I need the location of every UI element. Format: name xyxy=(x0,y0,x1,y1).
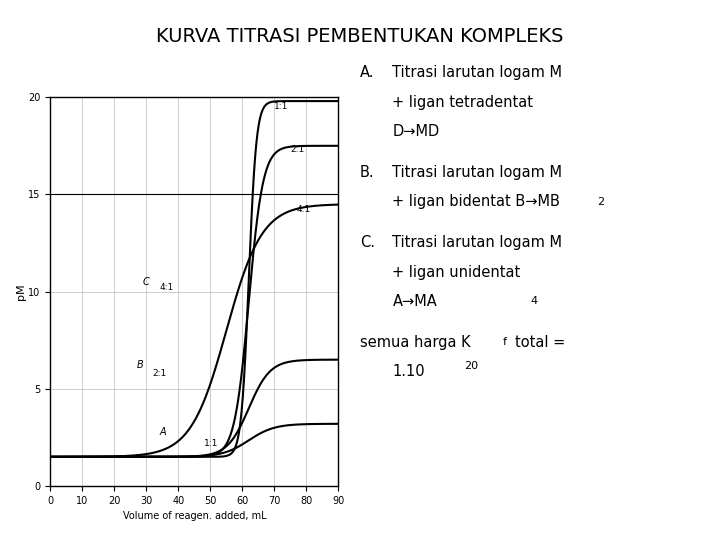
Text: A: A xyxy=(159,427,166,436)
Text: A.: A. xyxy=(360,65,374,80)
Text: f: f xyxy=(503,337,507,347)
Text: + ligan unidentat: + ligan unidentat xyxy=(392,265,521,280)
Text: + ligan bidentat B→MB: + ligan bidentat B→MB xyxy=(392,194,560,210)
Text: 1:1: 1:1 xyxy=(274,103,289,111)
Text: C: C xyxy=(143,277,150,287)
Text: KURVA TITRASI PEMBENTUKAN KOMPLEKS: KURVA TITRASI PEMBENTUKAN KOMPLEKS xyxy=(156,27,564,46)
Text: 2: 2 xyxy=(598,197,605,207)
Text: A→MA: A→MA xyxy=(392,294,437,309)
Text: Titrasi larutan logam M: Titrasi larutan logam M xyxy=(392,65,562,80)
Text: D→MD: D→MD xyxy=(392,124,440,139)
Text: 1:1: 1:1 xyxy=(204,438,218,448)
Text: 4: 4 xyxy=(531,296,538,307)
X-axis label: Volume of reagen. added, mL: Volume of reagen. added, mL xyxy=(122,511,266,521)
Text: total =: total = xyxy=(515,335,565,350)
Text: 4:1: 4:1 xyxy=(159,283,174,292)
Text: 4:1: 4:1 xyxy=(297,205,311,214)
Text: + ligan tetradentat: + ligan tetradentat xyxy=(392,94,534,110)
Text: semua harga K: semua harga K xyxy=(360,335,471,350)
Text: B: B xyxy=(137,361,143,370)
Text: Titrasi larutan logam M: Titrasi larutan logam M xyxy=(392,165,562,180)
Y-axis label: pM: pM xyxy=(16,284,25,300)
Text: 2:1: 2:1 xyxy=(153,369,167,378)
Text: 2:1: 2:1 xyxy=(290,145,305,154)
Text: Titrasi larutan logam M: Titrasi larutan logam M xyxy=(392,235,562,250)
Text: B.: B. xyxy=(360,165,374,180)
Text: C.: C. xyxy=(360,235,375,250)
Text: 1.10: 1.10 xyxy=(392,364,425,380)
Text: 20: 20 xyxy=(464,361,479,371)
